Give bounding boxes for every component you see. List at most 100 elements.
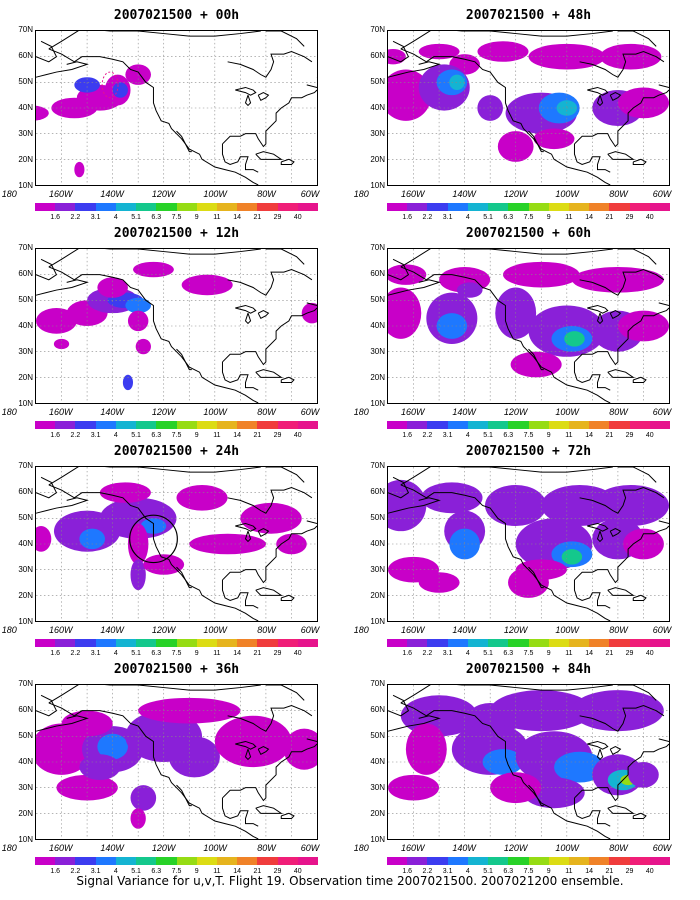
- colorbar-swatch: [257, 857, 278, 865]
- colorbar-label: 3.1: [442, 214, 453, 221]
- colorbar-swatch: [488, 421, 509, 429]
- colorbar-label: 29: [273, 868, 282, 875]
- coastline: [632, 376, 647, 383]
- colorbar-label: 7.5: [523, 868, 534, 875]
- colorbar-label: 6.3: [151, 650, 162, 657]
- colorbar-swatch: [387, 421, 408, 429]
- coastline: [221, 361, 259, 391]
- coastline: [176, 348, 192, 371]
- variance-contour: [477, 41, 529, 62]
- map-canvas: [388, 31, 669, 185]
- colorbar-label: 5.1: [131, 432, 141, 439]
- colorbar: [387, 857, 671, 865]
- colorbar-swatch: [528, 421, 549, 429]
- coastline: [528, 566, 544, 589]
- longitude-label: 80W: [257, 189, 276, 199]
- coastline: [48, 31, 261, 50]
- coastline: [579, 51, 665, 78]
- colorbar-swatch: [115, 857, 137, 865]
- coastline: [235, 522, 257, 532]
- coastline: [609, 310, 622, 319]
- coastline: [528, 784, 544, 807]
- longitude-label: 120W: [151, 407, 176, 417]
- latitude-label: 70N: [370, 679, 385, 688]
- longitude-label: 100W: [555, 625, 579, 635]
- colorbar-label: 3.1: [90, 214, 101, 221]
- colorbar-swatch: [216, 639, 238, 647]
- colorbar-label: 21: [253, 868, 262, 875]
- coastline: [587, 522, 609, 532]
- colorbar-swatch: [55, 857, 76, 865]
- colorbar-swatch: [277, 857, 298, 865]
- colorbar-swatch: [447, 421, 468, 429]
- coastline: [609, 92, 622, 101]
- latitude-label: 60N: [370, 487, 385, 496]
- latitude-label: 50N: [18, 295, 33, 304]
- coastline: [244, 313, 252, 325]
- colorbar-swatch: [176, 421, 197, 429]
- colorbar-swatch: [75, 203, 96, 211]
- latitude-label: 60N: [18, 705, 33, 714]
- variance-contour: [127, 523, 149, 565]
- colorbar-swatch: [629, 203, 650, 211]
- longitude-label: 180: [353, 189, 369, 199]
- colorbar-swatch: [447, 203, 468, 211]
- colorbar: [387, 639, 671, 647]
- colorbar-swatch: [629, 639, 650, 647]
- variance-map: [387, 30, 670, 186]
- coastline: [596, 95, 604, 107]
- colorbar-swatch: [467, 421, 489, 429]
- coastline: [596, 749, 604, 761]
- colorbar-swatch: [35, 857, 56, 865]
- longitude-label: 140W: [100, 189, 124, 199]
- colorbar-swatch: [568, 857, 590, 865]
- panel-title: 2007021500 + 84h: [465, 662, 592, 677]
- variance-contour: [628, 762, 659, 788]
- colorbar-swatch: [528, 857, 549, 865]
- colorbar-swatch: [297, 639, 319, 647]
- coastline: [244, 531, 252, 543]
- variance-contour: [130, 808, 146, 829]
- longitude-label: 60W: [652, 189, 672, 199]
- colorbar-label: 6.3: [503, 650, 514, 657]
- coastline: [48, 249, 261, 268]
- longitude-label: 120W: [151, 625, 176, 635]
- colorbar-swatch: [589, 421, 610, 429]
- colorbar-label: 29: [273, 650, 282, 657]
- colorbar-label: 11: [565, 432, 573, 439]
- longitude-label: 60W: [300, 843, 320, 853]
- coastline: [388, 61, 441, 78]
- longitude-label: 100W: [203, 189, 227, 199]
- latitude-label: 20N: [370, 155, 385, 164]
- colorbar-label: 7.5: [171, 214, 182, 221]
- colorbar: [35, 857, 319, 865]
- colorbar-label: 9: [546, 214, 551, 221]
- coastline: [587, 86, 609, 96]
- colorbar-label: 14: [585, 650, 594, 657]
- colorbar-swatch: [216, 857, 238, 865]
- coastline: [222, 89, 317, 148]
- colorbar-label: 2.2: [422, 650, 433, 657]
- colorbar-swatch: [508, 857, 529, 865]
- colorbar-label: 4: [113, 868, 118, 875]
- map-canvas: [36, 685, 317, 839]
- panel-title: 2007021500 + 60h: [465, 226, 592, 241]
- colorbar-label: 29: [273, 214, 282, 221]
- variance-map: [387, 684, 670, 840]
- colorbar-swatch: [387, 639, 408, 647]
- colorbar-swatch: [447, 639, 468, 647]
- longitude-label: 140W: [452, 843, 476, 853]
- longitude-label: 100W: [555, 189, 579, 199]
- map-canvas: [36, 31, 317, 185]
- latitude-label: 20N: [18, 809, 33, 818]
- colorbar-label: 2.2: [70, 214, 81, 221]
- variance-contour: [214, 715, 292, 768]
- latitude-label: 20N: [370, 591, 385, 600]
- variance-contour: [388, 287, 422, 339]
- longitude-label: 180: [353, 625, 369, 635]
- map-panel: 2007021500 + 12h 70N 60N 50N 40N 30N 20N 10N 180…: [0, 226, 340, 444]
- coastline: [617, 467, 657, 483]
- colorbar-label: 11: [213, 432, 221, 439]
- coastline: [579, 705, 665, 732]
- coastline: [221, 143, 259, 173]
